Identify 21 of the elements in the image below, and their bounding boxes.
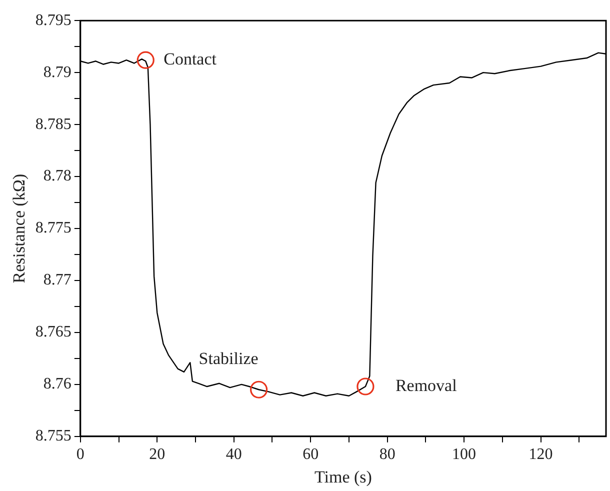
annotation: Removal	[395, 376, 458, 395]
y-axis-title: Resistance (kΩ)	[10, 174, 29, 284]
x-tick-label: 0	[76, 446, 84, 464]
annotation: Stabilize	[198, 349, 258, 368]
x-tick-label: 40	[226, 446, 242, 464]
x-axis-title: Time (s)	[314, 467, 372, 486]
y-tick-label: 8.79	[43, 64, 72, 81]
x-tick-label: 60	[302, 446, 319, 464]
y-tick-label: 8.76	[43, 376, 72, 393]
y-tick-label: 8.795	[35, 12, 72, 29]
x-tick-label: 100	[452, 446, 476, 464]
y-tick-label: 8.775	[35, 220, 72, 237]
y-tick-label: 8.77	[43, 272, 72, 289]
x-tick-label: 120	[528, 446, 553, 464]
y-tick-label: 8.755	[35, 428, 72, 445]
y-tick-label: 8.785	[35, 116, 72, 133]
y-tick-label: 8.78	[43, 168, 72, 185]
y-tick-label: 8.765	[35, 324, 72, 341]
x-tick-label: 80	[379, 446, 396, 464]
annotation: Contact	[164, 50, 217, 69]
x-tick-label: 20	[149, 446, 166, 464]
